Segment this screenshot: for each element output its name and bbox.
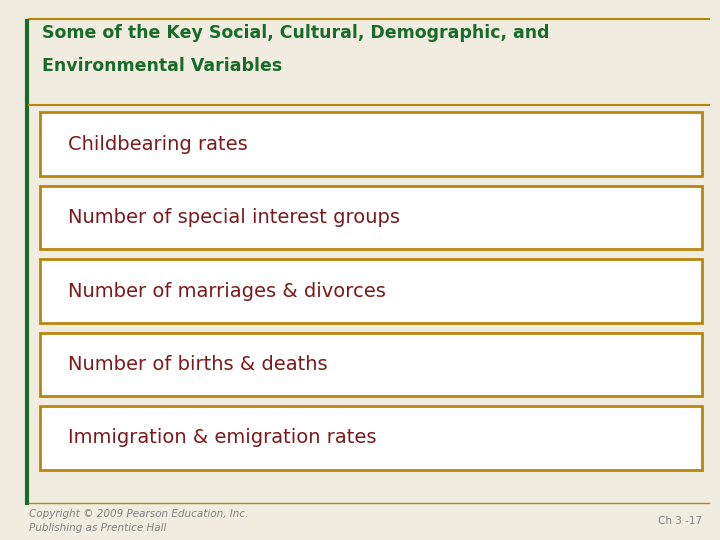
- Text: Number of special interest groups: Number of special interest groups: [68, 208, 400, 227]
- Text: Some of the Key Social, Cultural, Demographic, and: Some of the Key Social, Cultural, Demogr…: [42, 24, 549, 42]
- Text: Copyright © 2009 Pearson Education, Inc.
Publishing as Prentice Hall: Copyright © 2009 Pearson Education, Inc.…: [29, 509, 248, 533]
- FancyBboxPatch shape: [40, 406, 702, 470]
- Text: Number of marriages & divorces: Number of marriages & divorces: [68, 281, 386, 301]
- Text: Ch 3 -17: Ch 3 -17: [658, 516, 702, 526]
- Text: Immigration & emigration rates: Immigration & emigration rates: [68, 428, 377, 448]
- FancyBboxPatch shape: [40, 259, 702, 323]
- Text: Number of births & deaths: Number of births & deaths: [68, 355, 328, 374]
- Text: Childbearing rates: Childbearing rates: [68, 134, 248, 154]
- FancyBboxPatch shape: [40, 186, 702, 249]
- FancyBboxPatch shape: [40, 333, 702, 396]
- Text: Environmental Variables: Environmental Variables: [42, 57, 282, 75]
- FancyBboxPatch shape: [40, 112, 702, 176]
